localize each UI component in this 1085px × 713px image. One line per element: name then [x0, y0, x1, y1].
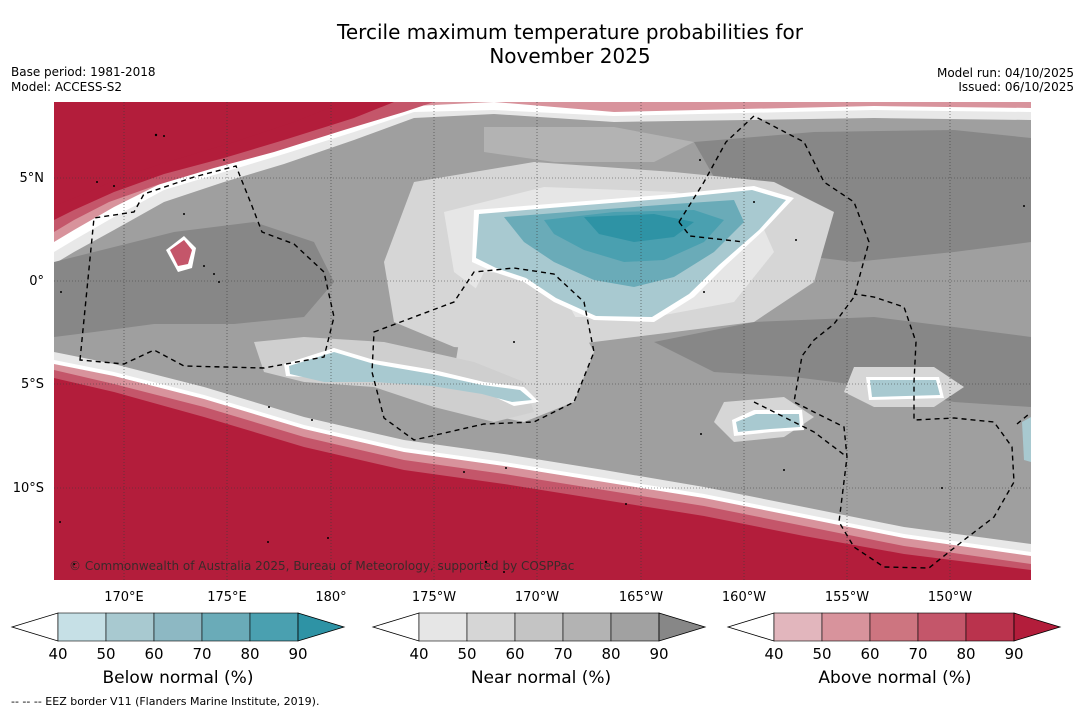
- below-tick-60: 60: [144, 645, 163, 663]
- near-swatch-2: [514, 612, 564, 642]
- legend-title-above: Above normal (%): [818, 668, 972, 688]
- island-dots: [59, 133, 1025, 573]
- above-swatch-3: [917, 612, 967, 642]
- below-high-arrow: [297, 612, 346, 642]
- probability-map: © Commonwealth of Australia 2025, Bureau…: [54, 102, 1031, 580]
- legend-title-near: Near normal (%): [470, 668, 612, 688]
- above-swatch-2: [869, 612, 919, 642]
- north-above-normal-region: [54, 102, 1031, 264]
- below-tick-70: 70: [192, 645, 211, 663]
- below-tick-50: 50: [96, 645, 115, 663]
- base-period: Base period: 1981-2018: [11, 65, 156, 79]
- lat-label-0: 0°: [29, 274, 44, 289]
- near-high-arrow: [658, 612, 707, 642]
- below-low-arrow: [10, 612, 59, 642]
- near-swatch-4: [610, 612, 660, 642]
- lon-label-165w: 165°W: [618, 590, 664, 605]
- eez-footnote: -- -- -- EEZ border V11 (Flanders Marine…: [11, 695, 320, 708]
- above-tick-60: 60: [860, 645, 879, 663]
- lon-label-170w: 170°W: [514, 590, 560, 605]
- south-above-normal-region: [54, 352, 1031, 580]
- lon-label-180: 180°: [315, 590, 347, 605]
- above-tick-70: 70: [908, 645, 927, 663]
- below-normal-southern-pockets: [284, 348, 1031, 462]
- lon-label-155w: 155°W: [824, 590, 870, 605]
- eez-borders: [79, 115, 1030, 569]
- title-line-1: Tercile maximum temperature probabilitie…: [337, 20, 803, 44]
- above-tick-40: 40: [764, 645, 783, 663]
- model-name: Model: ACCESS-S2: [11, 80, 123, 94]
- near-tick-90: 90: [649, 645, 668, 663]
- lon-label-150w: 150°W: [927, 590, 973, 605]
- copyright-credit: © Commonwealth of Australia 2025, Bureau…: [69, 559, 574, 573]
- above-normal-island-pocket: [166, 236, 196, 272]
- above-swatch-0: [773, 612, 823, 642]
- above-tick-80: 80: [956, 645, 975, 663]
- legend-colorbars: 40 50 60 70 80 90 40 50 60 70 80 90 40 50 60 70 80 90: [10, 612, 1062, 663]
- below-swatch-2: [153, 612, 203, 642]
- colorbar-above-normal: 40 50 60 70 80 90: [726, 612, 1062, 663]
- lon-label-160w: 160°W: [721, 590, 767, 605]
- above-low-arrow: [726, 612, 775, 642]
- model-run: Model run: 04/10/2025: [936, 66, 1074, 80]
- below-swatch-0: [57, 612, 107, 642]
- below-tick-80: 80: [240, 645, 259, 663]
- meta-left: Base period: 1981-2018 Model: ACCESS-S2: [11, 65, 156, 95]
- issued-date: Issued: 06/10/2025: [958, 80, 1074, 94]
- above-swatch-4: [965, 612, 1015, 642]
- lat-label-5s: 5°S: [20, 377, 44, 392]
- legend-title-below: Below normal (%): [102, 668, 254, 688]
- below-swatch-4: [249, 612, 299, 642]
- below-tick-90: 90: [288, 645, 307, 663]
- lon-label-175e: 175°E: [207, 590, 247, 605]
- below-tick-40: 40: [48, 645, 67, 663]
- title-line-2: November 2025: [489, 44, 651, 68]
- below-swatch-3: [201, 612, 251, 642]
- lat-label-10s: 10°S: [12, 481, 44, 496]
- graticule: [54, 102, 1031, 580]
- near-tick-40: 40: [409, 645, 428, 663]
- above-swatch-1: [821, 612, 871, 642]
- near-swatch-3: [562, 612, 612, 642]
- above-tick-90: 90: [1004, 645, 1023, 663]
- near-tick-50: 50: [457, 645, 476, 663]
- colorbar-near-normal: 40 50 60 70 80 90: [371, 612, 707, 663]
- below-swatch-1: [105, 612, 155, 642]
- lon-label-170e: 170°E: [104, 590, 144, 605]
- near-swatch-0: [418, 612, 468, 642]
- near-tick-60: 60: [505, 645, 524, 663]
- map-canvas: © Commonwealth of Australia 2025, Bureau…: [54, 102, 1031, 580]
- meta-right: Model run: 04/10/2025 Issued: 06/10/2025: [937, 66, 1074, 94]
- near-tick-70: 70: [553, 645, 572, 663]
- above-high-arrow: [1013, 612, 1062, 642]
- above-tick-50: 50: [812, 645, 831, 663]
- near-low-arrow: [371, 612, 420, 642]
- lat-label-5n: 5°N: [19, 171, 45, 186]
- near-swatch-1: [466, 612, 516, 642]
- lon-label-175w: 175°W: [411, 590, 457, 605]
- map-title: Tercile maximum temperature probabilitie…: [0, 20, 1085, 68]
- near-tick-80: 80: [601, 645, 620, 663]
- colorbar-below-normal: 40 50 60 70 80 90: [10, 612, 346, 663]
